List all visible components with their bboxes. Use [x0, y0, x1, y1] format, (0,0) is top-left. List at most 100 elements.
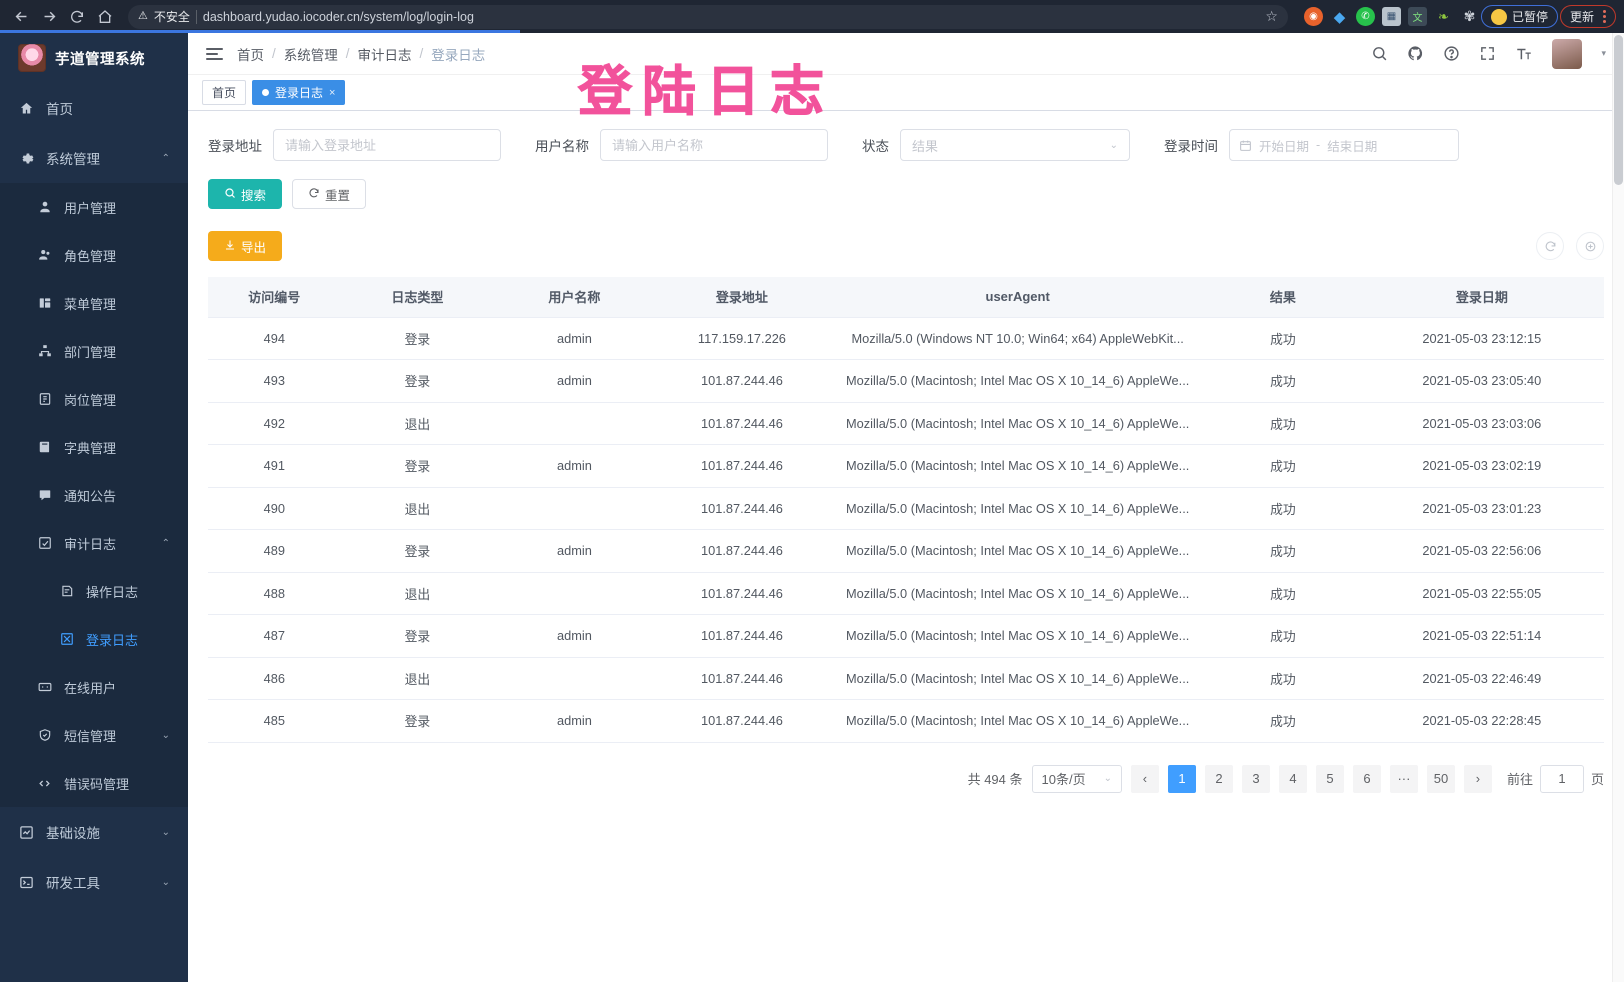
- cell-id: 492: [208, 402, 341, 445]
- github-icon[interactable]: [1407, 45, 1424, 62]
- sidebar-item-system[interactable]: 系统管理 ⌃: [0, 133, 188, 183]
- smiley-icon: [1490, 8, 1507, 25]
- sidebar-item-department-mgmt[interactable]: 部门管理: [0, 327, 188, 375]
- sidebar-item-role-mgmt[interactable]: 角色管理: [0, 231, 188, 279]
- home-icon[interactable]: [92, 4, 118, 30]
- help-icon[interactable]: [1443, 45, 1460, 62]
- sidebar-item-audit-log[interactable]: 审计日志 ⌃: [0, 519, 188, 567]
- sidebar-item-online-user[interactable]: 在线用户: [0, 663, 188, 711]
- column-header-id[interactable]: 访问编号: [208, 277, 341, 318]
- table-row[interactable]: 492 退出 101.87.244.46 Mozilla/5.0 (Macintosh…: [208, 402, 1604, 445]
- cell-type: 登录: [340, 614, 495, 658]
- page-ellipsis[interactable]: ···: [1389, 764, 1418, 793]
- paused-badge[interactable]: 已暂停: [1480, 5, 1558, 28]
- wechat-icon[interactable]: ✆: [1355, 7, 1375, 26]
- main-area: 首页 / 系统管理 / 审计日志 / 登录日志: [188, 33, 1624, 982]
- page-scrollbar[interactable]: [1612, 33, 1624, 982]
- table-row[interactable]: 487 登录 admin 101.87.244.46 Mozilla/5.0 (Maci…: [208, 614, 1604, 658]
- sidebar-item-operation-log[interactable]: 操作日志: [0, 567, 188, 615]
- sidebar-item-devtools[interactable]: 研发工具 ⌄: [0, 857, 188, 907]
- table-row[interactable]: 494 登录 admin 117.159.17.226 Mozilla/5.0 (Win…: [208, 317, 1604, 360]
- page-button-3[interactable]: 3: [1241, 764, 1270, 793]
- forward-icon[interactable]: [36, 4, 62, 30]
- page-button-6[interactable]: 6: [1352, 764, 1381, 793]
- next-page-button[interactable]: ›: [1463, 764, 1492, 793]
- star-icon[interactable]: ☆: [1265, 8, 1278, 24]
- back-icon[interactable]: [8, 4, 34, 30]
- username-input[interactable]: [600, 129, 828, 161]
- search-icon[interactable]: [1371, 45, 1388, 62]
- column-settings-icon[interactable]: [1576, 232, 1604, 260]
- table-row[interactable]: 488 退出 101.87.244.46 Mozilla/5.0 (Macintosh…: [208, 572, 1604, 615]
- sidebar-item-label: 菜单管理: [64, 296, 117, 312]
- breadcrumb-item-audit[interactable]: 审计日志: [357, 47, 412, 63]
- column-header-useragent[interactable]: userAgent: [829, 277, 1207, 318]
- tag-home[interactable]: 首页: [202, 80, 247, 105]
- login-address-input[interactable]: [273, 129, 501, 161]
- scrollbar-thumb[interactable]: [1614, 35, 1623, 185]
- translate-icon[interactable]: 文: [1407, 7, 1427, 26]
- ubuntu-icon[interactable]: ◉: [1303, 7, 1323, 26]
- leaf-icon[interactable]: ❧: [1438, 8, 1449, 24]
- table-row[interactable]: 493 登录 admin 101.87.244.46 Mozilla/5.0 (Maci…: [208, 359, 1604, 403]
- jump-page-input[interactable]: [1539, 764, 1584, 793]
- font-size-icon[interactable]: [1515, 45, 1533, 63]
- cell-result: 成功: [1206, 529, 1360, 573]
- sidebar-item-dictionary-mgmt[interactable]: 字典管理: [0, 423, 188, 471]
- hamburger-icon[interactable]: [206, 47, 223, 60]
- sidebar-item-notice[interactable]: 通知公告: [0, 471, 188, 519]
- prev-page-button[interactable]: ‹: [1130, 764, 1159, 793]
- sidebar-item-infrastructure[interactable]: 基础设施 ⌄: [0, 807, 188, 857]
- sidebar-item-user-mgmt[interactable]: 用户管理: [0, 183, 188, 231]
- kebab-menu-icon[interactable]: [1603, 10, 1606, 23]
- avatar[interactable]: [1552, 38, 1583, 69]
- column-header-ip[interactable]: 登录地址: [654, 277, 830, 318]
- table-row[interactable]: 489 登录 admin 101.87.244.46 Mozilla/5.0 (Maci…: [208, 529, 1604, 573]
- page-button-5[interactable]: 5: [1315, 764, 1344, 793]
- online-user-icon: [36, 680, 53, 694]
- column-header-result[interactable]: 结果: [1206, 277, 1360, 318]
- puzzle-icon[interactable]: ✾: [1463, 8, 1476, 24]
- search-button[interactable]: 搜索: [208, 179, 283, 209]
- sidebar-item-post-mgmt[interactable]: 岗位管理: [0, 375, 188, 423]
- fullscreen-icon[interactable]: [1479, 45, 1496, 62]
- table-row[interactable]: 485 登录 admin 101.87.244.46 Mozilla/5.0 (Maci…: [208, 699, 1604, 743]
- close-icon[interactable]: ×: [329, 86, 336, 99]
- cell-useragent: Mozilla/5.0 (Macintosh; Intel Mac OS X 1…: [829, 487, 1207, 530]
- login-time-daterange[interactable]: 开始日期 - 结束日期: [1229, 129, 1459, 161]
- page-button-last[interactable]: 50: [1426, 764, 1455, 793]
- diamond-icon[interactable]: ◆: [1333, 8, 1346, 26]
- column-header-type[interactable]: 日志类型: [340, 277, 495, 318]
- table-row[interactable]: 486 退出 101.87.244.46 Mozilla/5.0 (Macintosh…: [208, 657, 1604, 700]
- reload-icon[interactable]: [64, 4, 90, 30]
- table-row[interactable]: 490 退出 101.87.244.46 Mozilla/5.0 (Macintosh…: [208, 487, 1604, 530]
- sidebar-item-sms-mgmt[interactable]: 短信管理 ⌄: [0, 711, 188, 759]
- sidebar-item-errorcode-mgmt[interactable]: 错误码管理: [0, 759, 188, 807]
- chevron-down-icon: ⌄: [161, 729, 170, 741]
- page-button-4[interactable]: 4: [1278, 764, 1307, 793]
- update-button[interactable]: 更新: [1559, 5, 1616, 28]
- app-icon[interactable]: ▦: [1381, 7, 1401, 26]
- breadcrumb-item-system[interactable]: 系统管理: [283, 47, 338, 63]
- column-header-username[interactable]: 用户名称: [494, 277, 655, 318]
- export-button[interactable]: 导出: [208, 231, 283, 261]
- sidebar-item-label: 字典管理: [64, 440, 117, 456]
- page-size-select[interactable]: 10条/页 ⌄: [1031, 764, 1122, 793]
- page-button-2[interactable]: 2: [1204, 764, 1233, 793]
- sidebar-item-menu-mgmt[interactable]: 菜单管理: [0, 279, 188, 327]
- page-button-1[interactable]: 1: [1167, 764, 1196, 793]
- column-header-date[interactable]: 登录日期: [1359, 277, 1604, 318]
- refresh-icon: [308, 187, 320, 202]
- breadcrumb-item-home[interactable]: 首页: [237, 47, 264, 63]
- address-bar[interactable]: ⚠ 不安全 dashboard.yudao.iocoder.cn/system/…: [128, 4, 1288, 29]
- sidebar-item-login-log[interactable]: 登录日志: [0, 615, 188, 663]
- brand[interactable]: 芋道管理系统: [0, 33, 188, 83]
- chevron-down-icon[interactable]: ▾: [1601, 48, 1606, 58]
- sidebar-item-home[interactable]: 首页: [0, 83, 188, 133]
- status-select[interactable]: 结果 ⌄: [900, 129, 1130, 161]
- cell-useragent: Mozilla/5.0 (Macintosh; Intel Mac OS X 1…: [829, 402, 1207, 445]
- reset-button[interactable]: 重置: [292, 179, 367, 209]
- tag-login-log[interactable]: 登录日志 ×: [252, 80, 346, 105]
- refresh-table-icon[interactable]: [1536, 232, 1564, 260]
- table-row[interactable]: 491 登录 admin 101.87.244.46 Mozilla/5.0 (Maci…: [208, 444, 1604, 488]
